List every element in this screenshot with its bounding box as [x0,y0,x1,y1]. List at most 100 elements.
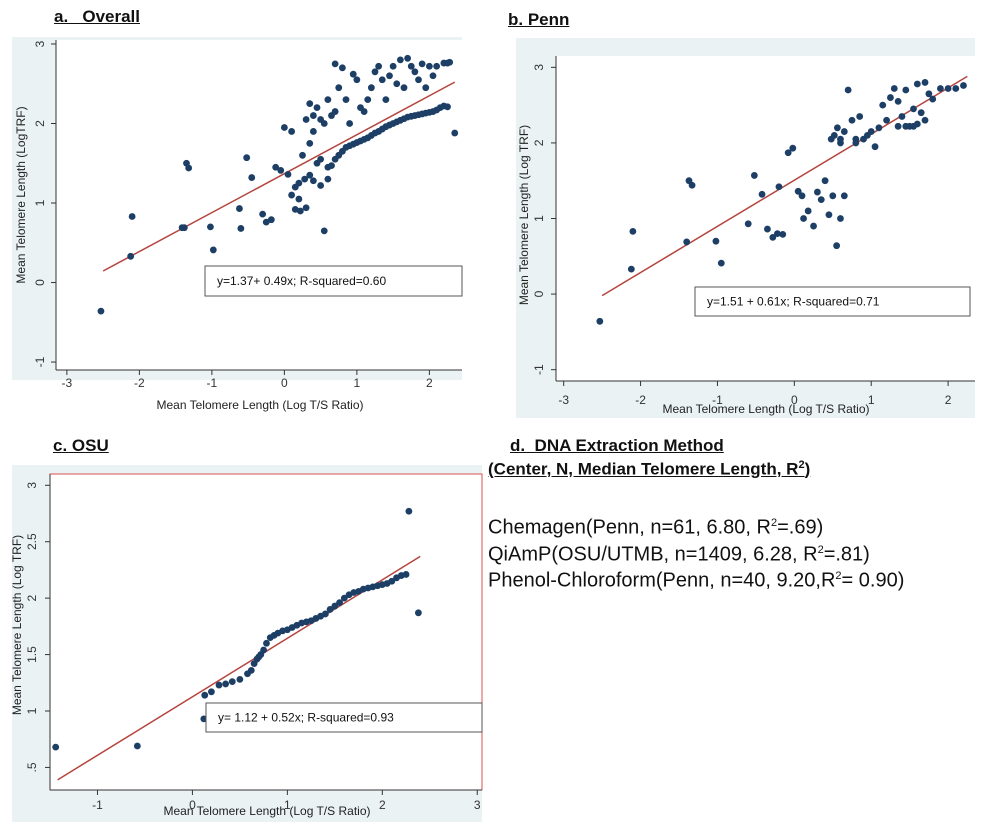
chart-1-data-point [444,103,451,111]
chart-3-data-point [331,602,339,610]
chart-1-data-point [309,128,317,135]
chart-2-data-point [840,128,848,135]
chart-2-data-point [833,242,841,250]
chart-3-equation-label: y= 1.12 + 0.52x; R-squared=0.93 [218,711,394,725]
chart-1-data-point [262,218,270,226]
chart-2-data-point [913,80,921,88]
chart-1-data-point [346,120,354,127]
chart-2-data-point [829,192,837,200]
chart-3-data-point [201,691,209,699]
chart-1-data-point [331,108,339,115]
chart-2-data-point [883,116,890,124]
chart-3-data-point [208,688,215,696]
chart-3-x-axis-label: Mean Telomere Length (Log T/S Ratio) [163,804,370,818]
chart-2-data-point [821,177,829,185]
chart-1-x-tick-label: -2 [134,376,145,390]
panel-d-subtitle: (Center, N, Median Telomere Length, R2) [488,459,810,480]
chart-2-data-point [921,79,929,86]
chart-2-data-point [929,95,937,103]
chart-2-data-point [750,172,758,179]
chart-2-data-point [952,85,960,92]
chart-2-data-point [871,143,879,151]
chart-2-data-point [800,215,807,222]
chart-1-data-point [425,62,433,70]
chart-1-data-point [393,80,401,88]
chart-2-data-point [852,139,860,147]
chart-2-x-axis-label: Mean Telomere Length (Log T/S Ratio) [662,402,869,416]
subtitle-suffix: ) [804,459,811,479]
chart-2-data-point [902,86,910,94]
chart-2-data-point [758,190,766,198]
chart-1-data-point [272,163,280,171]
chart-1-data-point [295,195,303,203]
chart-1-data-point [342,96,350,104]
chart-2-equation-label: y=1.51 + 0.61x; R-squared=0.71 [707,295,880,309]
chart-2-data-point [837,215,844,222]
chart-1-data-point [360,108,368,115]
chart-2-data-point [890,85,898,92]
chart-3-y-axis-label: Mean Telomere Length (Log TRF) [10,535,24,715]
chart-2-data-point [921,116,929,124]
chart-1-data-point [288,128,296,135]
chart-3-data-point [340,594,348,602]
chart-2-data-point [840,192,848,200]
chart-1-data-point [267,216,275,224]
chart-3-data-point [228,678,236,686]
chart-2-x-tick-label: 2 [945,393,952,407]
chart-1-data-point [299,151,306,159]
chart-2-data-point [917,109,925,117]
chart-2-data-point [784,149,792,157]
chart-2-data-point [825,211,833,219]
chart-2-data-point [596,317,604,325]
chart-3-data-point [215,681,223,689]
chart-1-data-point [338,64,346,72]
method-text-end: =.81) [823,543,870,566]
method-sup: 2 [770,517,778,529]
chart-1-plot-area [56,40,462,370]
chart-2-y-tick-label: 3 [532,64,546,71]
chart-1-data-point [277,167,285,174]
chart-1-data-point [302,116,310,123]
chart-1-data-point [284,170,292,178]
chart-1-y-axis-label: Mean Telomere Length (LogTRF) [14,106,28,283]
chart-2-fit-line [601,75,968,297]
chart-3-y-tick-label: 3 [25,482,39,489]
chart-2-data-point [769,233,777,241]
chart-1-data-point [371,68,379,76]
chart-2-data-point [779,230,787,238]
chart-2-data-point [867,128,875,135]
chart-1-data-point [328,162,335,170]
chart-2-data-point [627,265,635,273]
extraction-method-list: Chemagen(Penn, n=61, 6.80, R2=.69) QiAmP… [488,512,904,592]
chart-3-y-tick-label: 2 [25,594,39,601]
chart-2-data-point [813,188,821,196]
chart-2-data-point [879,101,887,109]
chart-3-x-tick-label: 0 [189,798,196,812]
method-text: Chemagen(Penn, n=61, 6.80, R [488,516,771,539]
chart-2-data-point [804,207,812,215]
chart-3-data-point [52,743,60,751]
chart-1-data-point [324,175,332,183]
chart-2-data-point [683,238,691,246]
chart-1-data-point [296,207,304,215]
chart-1-y-tick-label: 0 [33,279,47,286]
method-sup: 2 [835,570,842,583]
chart-3-data-point [388,577,396,585]
chart-1-data-point [209,246,217,254]
chart-3-plot-area [49,473,483,791]
chart-2-y-tick-label: -1 [532,364,546,375]
chart-1-data-point [422,84,430,92]
chart-2-data-point [887,94,894,101]
chart-1-data-point [243,154,251,162]
chart-1-data-point [320,227,328,235]
chart-1-data-point [306,139,314,147]
chart-1-data-point [207,223,214,231]
chart-2-data-point [817,196,825,204]
method-text: Phenol-Chloroform(Penn, n=40, 9.20,R [488,569,836,592]
chart-1-data-point [411,68,419,76]
chart-3-data-point [236,676,244,683]
chart-2-data-point [894,97,902,105]
chart-2-y-tick-label: 0 [532,290,546,297]
chart-1-data-point [382,96,390,104]
chart-1-data-point [306,171,314,179]
